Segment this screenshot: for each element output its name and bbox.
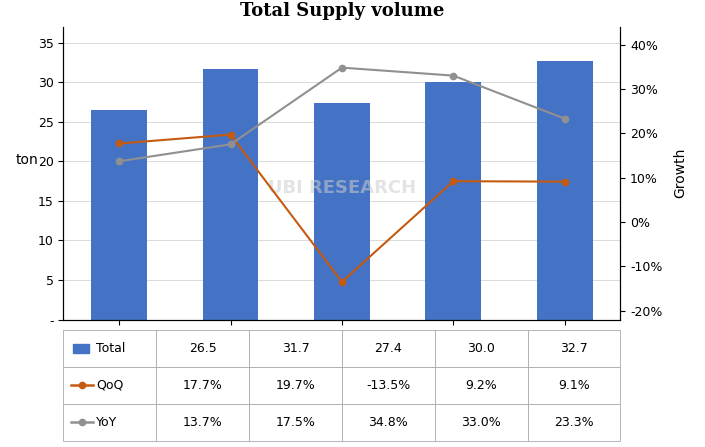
Text: 17.5%: 17.5%: [276, 416, 315, 429]
Text: 27.4: 27.4: [374, 342, 403, 355]
Bar: [537, 61, 592, 320]
Text: 34.8%: 34.8%: [369, 416, 408, 429]
Y-axis label: ton: ton: [16, 153, 39, 167]
Text: 19.7%: 19.7%: [276, 379, 315, 392]
Title: Total Supply volume: Total Supply volume: [240, 2, 444, 20]
Bar: [527, 330, 620, 367]
Bar: [157, 404, 249, 441]
Bar: [203, 69, 258, 320]
Text: 9.2%: 9.2%: [465, 379, 497, 392]
Text: 23.3%: 23.3%: [554, 416, 594, 429]
Bar: [527, 404, 620, 441]
Bar: [342, 330, 435, 367]
Text: UBI RESEARCH: UBI RESEARCH: [268, 179, 416, 197]
Y-axis label: Growth: Growth: [673, 148, 687, 198]
Text: 32.7: 32.7: [560, 342, 588, 355]
Bar: [157, 367, 249, 404]
Bar: [249, 367, 342, 404]
Bar: [63, 404, 157, 441]
Text: 30.0: 30.0: [467, 342, 495, 355]
Text: Total: Total: [96, 342, 125, 355]
Bar: [342, 404, 435, 441]
Text: 33.0%: 33.0%: [461, 416, 501, 429]
Bar: [63, 367, 157, 404]
Bar: [314, 103, 369, 320]
Text: 9.1%: 9.1%: [558, 379, 590, 392]
Bar: [426, 82, 481, 320]
Bar: [435, 367, 527, 404]
Text: 31.7: 31.7: [281, 342, 309, 355]
Bar: [435, 330, 527, 367]
Bar: [63, 330, 157, 367]
Bar: [527, 367, 620, 404]
Bar: [73, 344, 90, 353]
Bar: [249, 330, 342, 367]
Text: 26.5: 26.5: [189, 342, 216, 355]
Bar: [157, 330, 249, 367]
Text: 13.7%: 13.7%: [183, 416, 223, 429]
Text: YoY: YoY: [96, 416, 117, 429]
Text: 17.7%: 17.7%: [183, 379, 223, 392]
Bar: [435, 404, 527, 441]
Bar: [342, 367, 435, 404]
Bar: [91, 110, 147, 320]
Text: -13.5%: -13.5%: [366, 379, 410, 392]
Text: QoQ: QoQ: [96, 379, 123, 392]
Bar: [249, 404, 342, 441]
